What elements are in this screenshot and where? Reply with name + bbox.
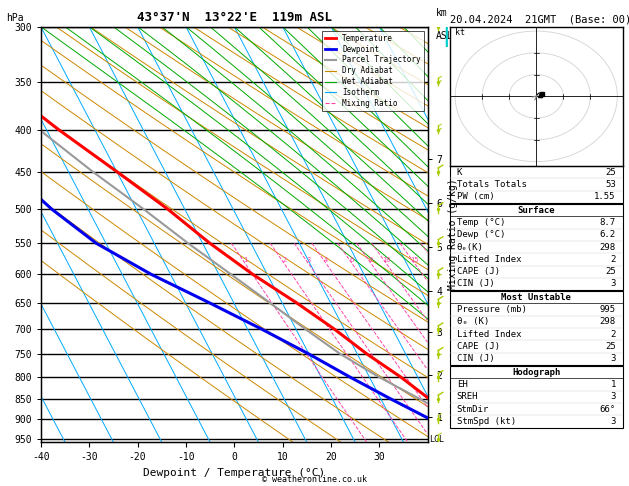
Y-axis label: Mixing Ratio (g/kg): Mixing Ratio (g/kg) bbox=[448, 179, 458, 290]
Text: Surface: Surface bbox=[518, 206, 555, 214]
Text: 25: 25 bbox=[605, 342, 616, 351]
Text: 6: 6 bbox=[350, 258, 354, 263]
Text: 4: 4 bbox=[324, 258, 328, 263]
Text: 25: 25 bbox=[605, 168, 616, 176]
Text: Totals Totals: Totals Totals bbox=[457, 180, 526, 189]
Text: 2: 2 bbox=[610, 330, 616, 339]
Text: CAPE (J): CAPE (J) bbox=[457, 342, 499, 351]
Text: LCL: LCL bbox=[429, 435, 444, 444]
Text: Dewp (°C): Dewp (°C) bbox=[457, 230, 505, 239]
Text: 20.04.2024  21GMT  (Base: 00): 20.04.2024 21GMT (Base: 00) bbox=[450, 14, 629, 24]
Text: 298: 298 bbox=[599, 317, 616, 327]
Text: 15: 15 bbox=[410, 258, 419, 263]
Text: Lifted Index: Lifted Index bbox=[457, 330, 521, 339]
Text: 53: 53 bbox=[605, 180, 616, 189]
Text: 1: 1 bbox=[610, 380, 616, 389]
Text: 2: 2 bbox=[610, 255, 616, 264]
Text: 3: 3 bbox=[610, 392, 616, 401]
Text: 8: 8 bbox=[369, 258, 373, 263]
X-axis label: Dewpoint / Temperature (°C): Dewpoint / Temperature (°C) bbox=[143, 468, 325, 478]
Text: © weatheronline.co.uk: © weatheronline.co.uk bbox=[262, 474, 367, 484]
Text: 10: 10 bbox=[382, 258, 391, 263]
Text: km: km bbox=[435, 8, 447, 18]
Text: 1.55: 1.55 bbox=[594, 192, 616, 201]
Text: 8.7: 8.7 bbox=[599, 218, 616, 227]
Text: Lifted Index: Lifted Index bbox=[457, 255, 521, 264]
Text: ASL: ASL bbox=[435, 31, 453, 41]
Text: 2: 2 bbox=[282, 258, 286, 263]
Text: CAPE (J): CAPE (J) bbox=[457, 267, 499, 276]
Text: PW (cm): PW (cm) bbox=[457, 192, 494, 201]
Text: StmSpd (kt): StmSpd (kt) bbox=[457, 417, 516, 426]
Text: Pressure (mb): Pressure (mb) bbox=[457, 305, 526, 314]
Text: StmDir: StmDir bbox=[457, 405, 489, 414]
Text: 995: 995 bbox=[599, 305, 616, 314]
Legend: Temperature, Dewpoint, Parcel Trajectory, Dry Adiabat, Wet Adiabat, Isotherm, Mi: Temperature, Dewpoint, Parcel Trajectory… bbox=[321, 31, 424, 111]
Text: hPa: hPa bbox=[6, 13, 24, 22]
Text: 3: 3 bbox=[610, 354, 616, 364]
Text: 6.2: 6.2 bbox=[599, 230, 616, 239]
Text: |: | bbox=[441, 27, 452, 47]
Text: 3: 3 bbox=[610, 279, 616, 289]
Text: Temp (°C): Temp (°C) bbox=[457, 218, 505, 227]
Title: 43°37'N  13°22'E  119m ASL: 43°37'N 13°22'E 119m ASL bbox=[136, 11, 332, 24]
Text: 298: 298 bbox=[599, 243, 616, 252]
Text: 3: 3 bbox=[306, 258, 311, 263]
Text: EH: EH bbox=[457, 380, 467, 389]
Text: 3: 3 bbox=[610, 417, 616, 426]
Text: 66°: 66° bbox=[599, 405, 616, 414]
Text: CIN (J): CIN (J) bbox=[457, 279, 494, 289]
Text: 1: 1 bbox=[243, 258, 247, 263]
Text: 25: 25 bbox=[605, 267, 616, 276]
Text: CIN (J): CIN (J) bbox=[457, 354, 494, 364]
Text: Most Unstable: Most Unstable bbox=[501, 293, 571, 302]
Text: K: K bbox=[457, 168, 462, 176]
Text: θₑ(K): θₑ(K) bbox=[457, 243, 484, 252]
Text: Hodograph: Hodograph bbox=[512, 368, 560, 377]
Text: kt: kt bbox=[455, 28, 465, 37]
Text: θₑ (K): θₑ (K) bbox=[457, 317, 489, 327]
Text: SREH: SREH bbox=[457, 392, 478, 401]
